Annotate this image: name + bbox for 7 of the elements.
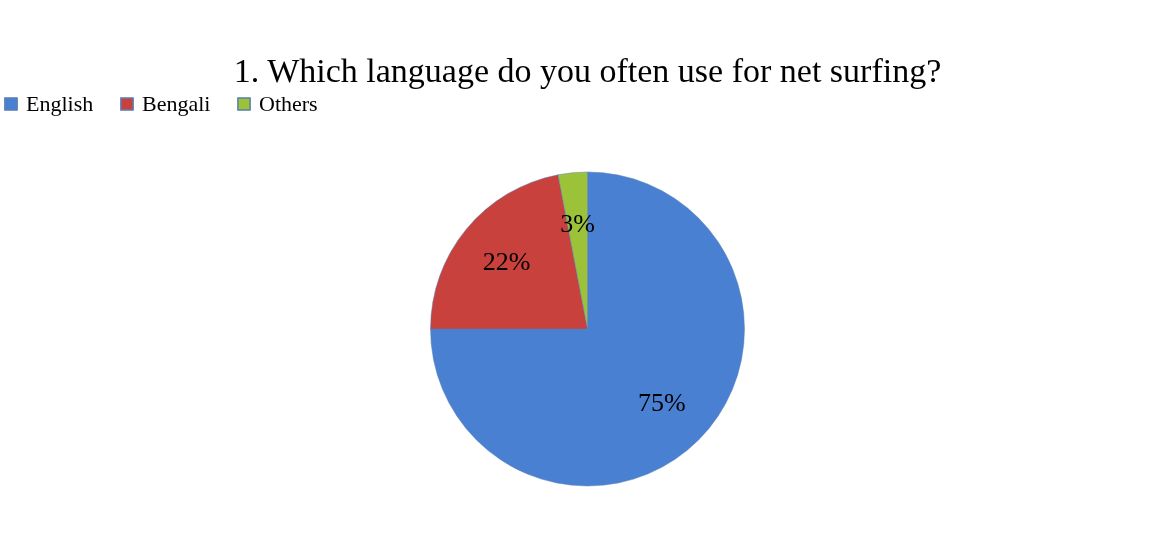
data-label: 75% [637, 388, 686, 418]
data-label: 22% [482, 247, 531, 277]
legend-label: Others [259, 91, 318, 116]
pie-slice [430, 171, 745, 487]
chart-title: 1. Which language do you often use for net surfing? [233, 52, 942, 89]
legend-label: Bengali [142, 91, 211, 116]
legend-label: English [26, 91, 94, 116]
